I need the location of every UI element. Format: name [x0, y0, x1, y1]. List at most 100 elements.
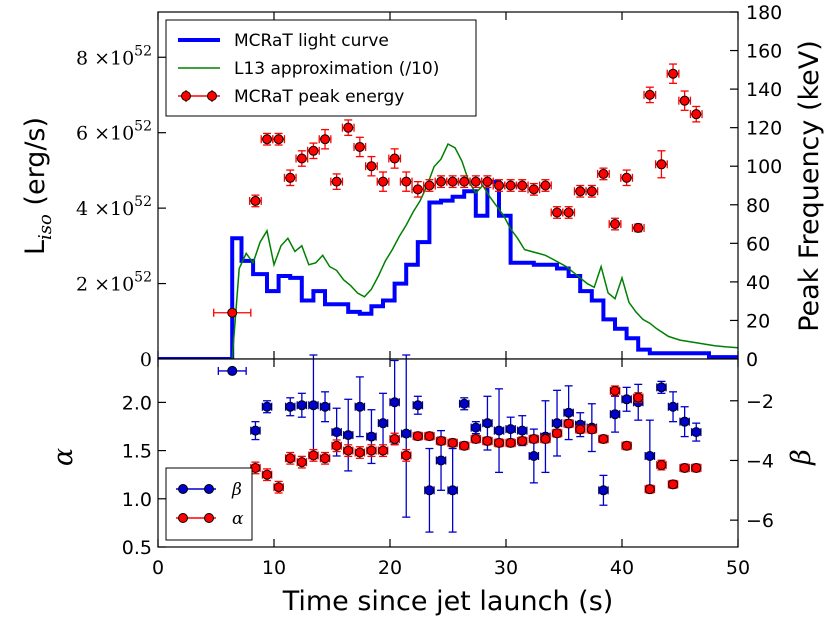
- x-tick-label: 20: [378, 557, 402, 579]
- peak-energy-point: [272, 132, 286, 146]
- peak-energy-marker: [540, 180, 551, 191]
- beta-marker: [610, 409, 621, 420]
- beta-marker: [436, 455, 447, 466]
- bottom-legend: β α: [165, 467, 253, 541]
- alpha-marker: [470, 434, 481, 445]
- beta-point: [493, 388, 505, 474]
- peak-energy-point: [295, 150, 309, 167]
- top-right-tick-label: 40: [746, 272, 770, 294]
- beta-marker: [424, 485, 435, 496]
- alpha-point: [528, 434, 540, 445]
- alpha-marker: [633, 392, 644, 403]
- alpha-point: [354, 446, 366, 459]
- peak-energy-point: [620, 169, 634, 187]
- peak-energy-marker: [621, 172, 632, 183]
- beta-point: [470, 421, 482, 435]
- alpha-point: [482, 435, 493, 446]
- top-right-tick-label: 60: [746, 233, 770, 255]
- top-left-tick-label: 0: [140, 349, 152, 371]
- alpha-point: [493, 437, 505, 448]
- top-right-tick-label: 160: [746, 41, 782, 63]
- alpha-point: [447, 437, 458, 448]
- alpha-marker: [331, 440, 342, 451]
- beta-point: [354, 376, 366, 438]
- bottom-left-tick-label: 1.0: [122, 489, 152, 511]
- alpha-point: [319, 451, 331, 465]
- bottom-legend-box: [165, 467, 253, 541]
- peak-energy-marker: [494, 180, 505, 191]
- top-right-tick-label: 180: [746, 2, 782, 24]
- alpha-marker: [540, 434, 551, 445]
- bottom-panel: 0 10 20 30 40 50 0.5 1.0 1.5 2.0 −6 −4 −2 β α α β: [48, 354, 817, 579]
- peak-energy-point: [353, 136, 367, 158]
- peak-energy-marker: [563, 207, 574, 218]
- beta-marker: [552, 418, 563, 429]
- peak-energy-point: [341, 119, 355, 137]
- alpha-marker: [343, 445, 354, 456]
- x-tick-label: 10: [262, 557, 286, 579]
- top-left-tick-label-exponent: 52: [134, 270, 152, 286]
- alpha-marker: [273, 482, 284, 493]
- peak-energy-point: [480, 175, 494, 189]
- top-right-tick-label: 120: [746, 118, 782, 140]
- beta-point: [656, 380, 667, 394]
- peak-energy-marker: [250, 195, 261, 206]
- peak-energy-marker: [424, 180, 435, 191]
- peak-energy-point: [527, 182, 541, 196]
- beta-point: [217, 365, 247, 376]
- top-right-tick-label: 140: [746, 79, 782, 101]
- alpha-point: [516, 435, 528, 446]
- beta-marker: [517, 425, 528, 436]
- alpha-marker: [436, 435, 447, 446]
- alpha-marker: [621, 440, 632, 451]
- peak-energy-marker: [378, 176, 389, 187]
- alpha-marker: [412, 431, 423, 442]
- peak-energy-point: [678, 90, 692, 111]
- peak-energy-marker: [389, 153, 400, 164]
- alpha-point: [470, 434, 482, 445]
- alpha-marker: [389, 434, 400, 445]
- beta-marker: [389, 397, 400, 408]
- beta-marker: [285, 401, 296, 412]
- bottom-series-layer: [217, 354, 702, 533]
- x-tick-label: 50: [726, 557, 750, 579]
- peak-energy-marker: [552, 207, 563, 218]
- alpha-marker: [366, 445, 377, 456]
- peak-energy-marker: [343, 122, 354, 133]
- alpha-point: [273, 480, 284, 494]
- beta-marker: [644, 450, 655, 461]
- peak-energy-marker: [447, 176, 458, 187]
- beta-point: [342, 398, 354, 472]
- peak-energy-marker: [644, 89, 655, 100]
- peak-energy-marker: [691, 109, 702, 120]
- beta-marker: [331, 427, 342, 438]
- peak-energy-marker: [354, 141, 365, 152]
- top-right-tick-label: 80: [746, 195, 770, 217]
- beta-point: [296, 392, 308, 418]
- legend-swatch-alpha-marker-left: [178, 513, 188, 523]
- beta-marker: [668, 401, 679, 412]
- alpha-marker: [552, 428, 563, 439]
- alpha-point: [644, 484, 656, 495]
- top-left-tick-label-base: 2 ×10: [76, 274, 134, 296]
- peak-energy-marker: [227, 307, 238, 318]
- legend-swatch-alpha-marker-right: [204, 513, 214, 523]
- top-legend: MCRaT light curve L13 approximation (/10…: [165, 19, 477, 117]
- alpha-marker: [320, 453, 331, 464]
- beta-point: [250, 421, 261, 441]
- peak-energy-marker: [598, 168, 609, 179]
- alpha-marker: [575, 424, 586, 435]
- alpha-point: [667, 479, 679, 490]
- alpha-marker: [598, 434, 609, 445]
- peak-energy-marker: [679, 95, 690, 106]
- peak-energy-point: [446, 175, 460, 189]
- beta-marker: [354, 401, 365, 412]
- alpha-marker: [494, 437, 505, 448]
- beta-marker: [378, 418, 389, 429]
- beta-point: [667, 391, 679, 423]
- peak-energy-point: [411, 180, 425, 198]
- beta-point: [400, 354, 412, 518]
- peak-energy-marker: [610, 219, 621, 230]
- alpha-marker: [285, 453, 296, 464]
- top-left-tick-label-base: 4 ×10: [76, 198, 134, 220]
